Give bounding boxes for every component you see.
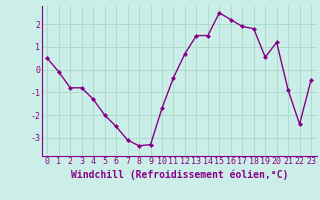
X-axis label: Windchill (Refroidissement éolien,°C): Windchill (Refroidissement éolien,°C) [70, 169, 288, 180]
